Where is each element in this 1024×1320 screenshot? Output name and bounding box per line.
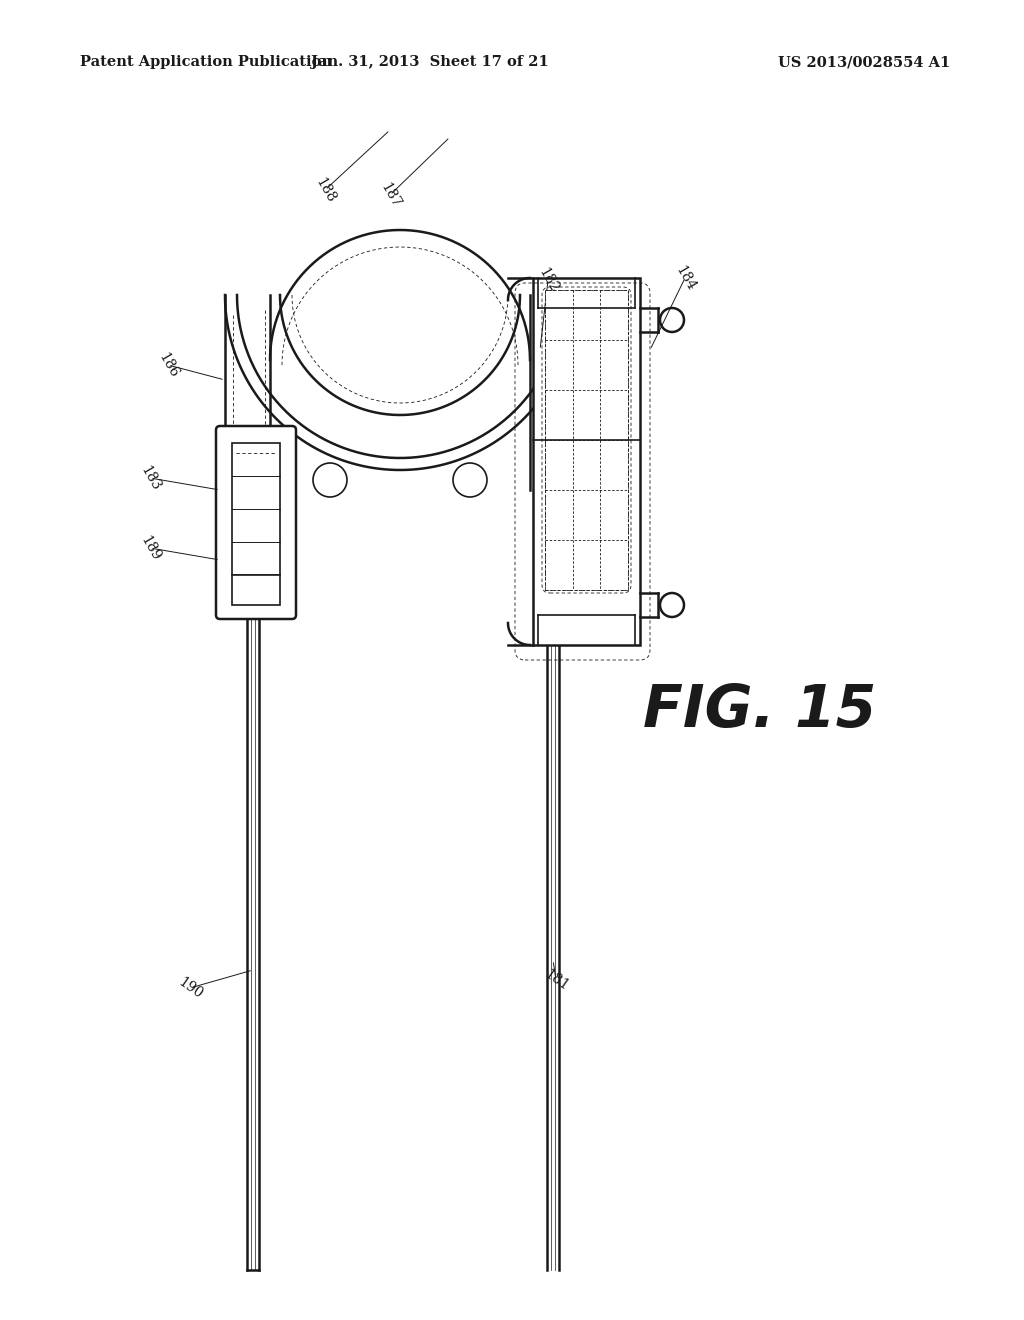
Text: 186: 186	[156, 350, 180, 380]
Bar	[545, 290, 628, 590]
Text: Patent Application Publication: Patent Application Publication	[80, 55, 332, 69]
Text: US 2013/0028554 A1: US 2013/0028554 A1	[778, 55, 950, 69]
Text: 181: 181	[541, 966, 570, 994]
Text: 188: 188	[312, 176, 338, 205]
Text: 190: 190	[175, 974, 205, 1002]
Text: 187: 187	[377, 180, 402, 210]
Text: 189: 189	[137, 533, 163, 562]
Text: FIG. 15: FIG. 15	[643, 681, 877, 738]
Text: Jan. 31, 2013  Sheet 17 of 21: Jan. 31, 2013 Sheet 17 of 21	[311, 55, 549, 69]
Bar	[232, 576, 280, 605]
FancyBboxPatch shape	[216, 426, 296, 619]
Bar	[232, 444, 280, 576]
Text: 183: 183	[137, 463, 163, 492]
Text: 184: 184	[673, 263, 697, 293]
Bar	[534, 279, 640, 645]
Text: 182: 182	[536, 265, 561, 294]
